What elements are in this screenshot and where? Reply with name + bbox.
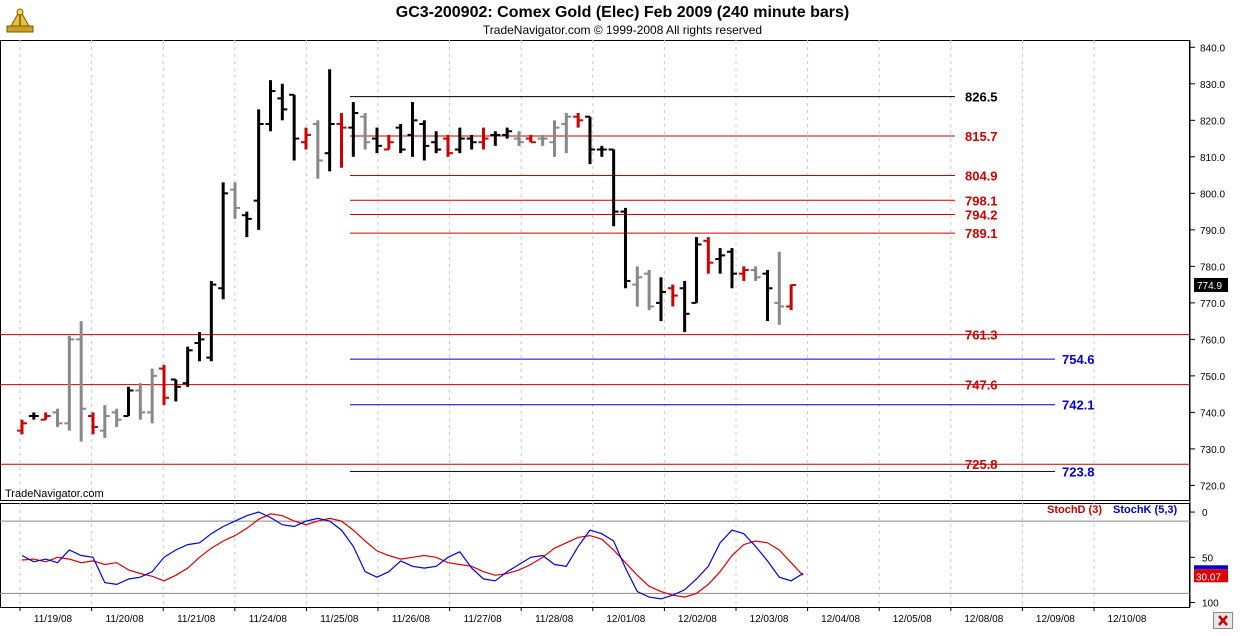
legend-stoch-d: StochD (3) xyxy=(1047,504,1102,516)
y-tick-label: 840.0 xyxy=(1200,43,1225,54)
x-tick-label: 12/01/08 xyxy=(606,614,645,625)
legend-stoch-k: StochK (5,3) xyxy=(1113,504,1178,516)
x-tick-label: 12/02/08 xyxy=(678,614,717,625)
level-label: 804.9 xyxy=(965,168,998,183)
y-tick-label: 770.0 xyxy=(1200,299,1225,310)
stoch-k-line xyxy=(21,511,804,600)
level-label: 798.1 xyxy=(965,193,998,208)
stoch-d-line xyxy=(21,513,804,598)
navigator-logo-icon xyxy=(4,4,38,43)
last-price-flag xyxy=(1194,277,1228,292)
last-price-value: 774.9 xyxy=(1197,281,1222,292)
x-tick-label: 12/05/08 xyxy=(893,614,932,625)
x-tick-label: 11/19/08 xyxy=(34,614,73,625)
x-tick-label: 11/25/08 xyxy=(320,614,359,625)
level-label: 747.6 xyxy=(965,378,998,393)
x-tick-label: 12/08/08 xyxy=(964,614,1003,625)
level-label: 826.5 xyxy=(965,90,998,105)
watermark-text: TradeNavigator.com xyxy=(5,488,104,500)
x-tick-label: 12/03/08 xyxy=(750,614,789,625)
stoch-k-flag xyxy=(1194,565,1228,570)
y-tick-label: 760.0 xyxy=(1200,335,1225,346)
y-tick-label: 800.0 xyxy=(1200,189,1225,200)
y-tick-label: 720.0 xyxy=(1200,481,1225,492)
y-tick-label: 790.0 xyxy=(1200,226,1225,237)
level-label: 742.1 xyxy=(1062,398,1095,413)
stoch-flag-value: 30.07 xyxy=(1196,572,1221,583)
y-tick-label: 750.0 xyxy=(1200,372,1225,383)
level-label: 815.7 xyxy=(965,129,998,144)
y-tick-label: 830.0 xyxy=(1200,80,1225,91)
x-tick-label: 11/27/08 xyxy=(464,614,503,625)
x-tick-label: 12/10/08 xyxy=(1108,614,1147,625)
stoch-y-tick-label: 50 xyxy=(1202,553,1214,564)
x-tick-label: 11/24/08 xyxy=(249,614,288,625)
close-chart-icon[interactable] xyxy=(1213,612,1233,629)
y-tick-label: 810.0 xyxy=(1200,153,1225,164)
x-tick-label: 11/26/08 xyxy=(392,614,431,625)
stoch-d-flag xyxy=(1194,569,1228,583)
level-label: 789.1 xyxy=(965,226,998,241)
stoch-panel-frame xyxy=(0,503,1190,608)
x-tick-label: 12/04/08 xyxy=(821,614,860,625)
price-panel-frame xyxy=(0,40,1190,501)
chart-title: GC3-200902: Comex Gold (Elec) Feb 2009 (… xyxy=(395,4,850,21)
chart-subtitle: TradeNavigator.com © 1999-2008 All right… xyxy=(482,23,763,37)
x-tick-label: 12/09/08 xyxy=(1036,614,1075,625)
level-label: 723.8 xyxy=(1062,465,1095,480)
stoch-y-tick-label: 0 xyxy=(1202,508,1208,519)
level-label: 761.3 xyxy=(965,328,998,343)
x-tick-label: 11/28/08 xyxy=(535,614,574,625)
stoch-y-tick-label: 100 xyxy=(1202,598,1219,609)
level-label: 794.2 xyxy=(965,208,998,223)
level-label: 754.6 xyxy=(1062,352,1095,367)
x-tick-label: 11/21/08 xyxy=(177,614,216,625)
x-tick-label: 11/20/08 xyxy=(106,614,145,625)
y-tick-label: 780.0 xyxy=(1200,262,1225,273)
level-label: 725.8 xyxy=(965,457,998,472)
y-tick-label: 820.0 xyxy=(1200,116,1225,127)
y-tick-label: 730.0 xyxy=(1200,445,1225,456)
y-tick-label: 740.0 xyxy=(1200,408,1225,419)
